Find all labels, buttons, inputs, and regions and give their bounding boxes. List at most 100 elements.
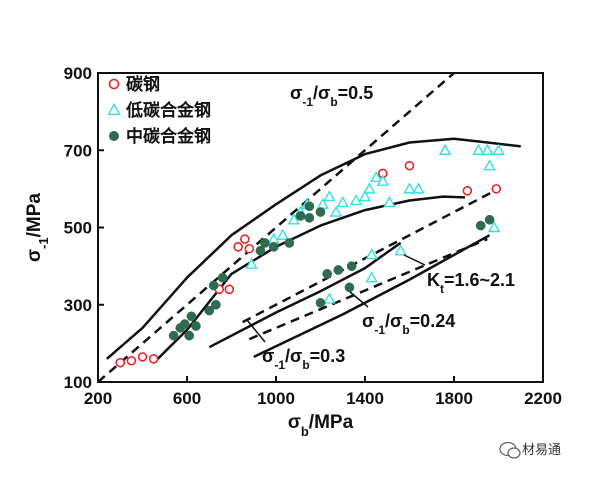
medium-carbon-alloy-steel-point [186,311,197,322]
medium-carbon-alloy-steel-point [315,207,326,217]
low-carbon-alloy-steel-point [329,205,343,217]
data-points [115,143,505,368]
medium-carbon-alloy-steel-point [255,245,266,256]
low-carbon-alloy-steel-point [412,182,425,194]
ratio-label-part: -1 [302,95,313,109]
medium-carbon-alloy-steel-point [344,282,355,293]
ratio-label-part: b [302,358,309,372]
low-carbon-alloy-steel-point [336,195,349,208]
y-axis-title-part: σ [24,249,45,262]
ratio-0.3-line [242,187,500,324]
envelope-line-4 [253,234,491,359]
low-carbon-alloy-steel-point [383,195,396,208]
carbon-steel-point [224,284,235,295]
wechat-icon [499,441,521,459]
envelope-line-2 [154,195,466,362]
ratio-label-part: /σ [385,311,402,331]
kt-label-part: =1.6~2.1 [444,270,515,290]
medium-carbon-alloy-steel-point [484,214,495,225]
low-carbon-alloy-steel-point [487,221,501,233]
ratio-0.3-leader [246,319,266,343]
x-tick-label: 200 [84,389,112,408]
x-tick-label: 1400 [346,389,384,408]
x-axis-title-part: σ [288,412,301,433]
carbon-steel-point [491,184,502,194]
carbon-steel-point [148,354,159,364]
low-carbon-alloy-steel-point [403,182,416,194]
low-carbon-alloy-steel-point [287,213,300,225]
medium-carbon-alloy-steel-point [217,272,228,283]
envelope-line-3 [208,241,402,349]
y-axis-title-part: -1 [36,237,51,249]
y-tick-label: 700 [64,141,92,160]
annotations: σ-1/σb=0.5σ-1/σb=0.3σ-1/σb=0.24Kt=1.6~2.… [246,83,515,372]
watermark: 材易通 [499,441,561,459]
ratio-label-part: σ [362,311,374,331]
low-carbon-alloy-steel-point [376,174,389,186]
ratio-label-part: σ [290,83,302,103]
legend-low-carbon-alloy-steel-marker [107,103,121,116]
low-carbon-alloy-steel-point [492,143,505,155]
medium-carbon-alloy-steel-point [184,330,195,341]
low-carbon-alloy-steel-point [245,257,258,269]
ratio-label-part: -1 [374,323,385,337]
x-tick-label: 1800 [435,389,473,408]
x-axis-title-part: /MPa [309,412,354,433]
x-axis-title-part: b [301,424,309,439]
medium-carbon-alloy-steel-point [284,238,295,248]
ratio-label: σ-1/σb=0.24 [362,311,455,337]
legend-medium-carbon-alloy-steel-marker [109,131,119,141]
ratio-0.24-leader [349,291,369,308]
medium-carbon-alloy-steel-point [304,201,315,212]
ratio-label-part: b [402,323,409,337]
medium-carbon-alloy-steel-point [475,220,486,231]
carbon-steel-point [233,242,243,252]
low-carbon-alloy-steel-point [483,159,496,171]
low-carbon-alloy-steel-point [365,248,378,260]
ratio-0.24-line [248,237,488,341]
medium-carbon-alloy-steel-point [304,212,315,223]
low-carbon-alloy-steel-point [365,271,378,283]
low-carbon-alloy-steel-point [349,194,363,206]
carbon-steel-point [126,355,137,366]
ratio-label: σ-1/σb=0.3 [262,346,345,372]
y-axis-title-part: /MPa [24,193,45,238]
carbon-steel-point [240,234,250,244]
ratio-label-part: =0.5 [338,83,374,103]
low-carbon-alloy-steel-point [394,244,407,256]
medium-carbon-alloy-steel-point [333,265,344,275]
y-axis-title: σ-1/MPa [24,193,51,262]
kt-label-part: t [440,282,444,296]
watermark-text: 材易通 [522,442,561,457]
wechat-icon-bubble-small [507,447,521,459]
y-tick-label: 300 [64,296,92,315]
low-carbon-alloy-steel-point [472,143,485,155]
low-carbon-alloy-steel-point [481,143,494,155]
low-carbon-alloy-steel-point [276,228,289,240]
low-carbon-alloy-steel-point [323,190,336,202]
ratio-label-part: =0.24 [410,311,456,331]
medium-carbon-alloy-steel-point [211,299,221,310]
medium-carbon-alloy-steel-point [191,321,201,331]
kt-label: Kt=1.6~2.1 [427,270,515,296]
y-tick-label: 100 [64,373,92,392]
low-carbon-alloy-steel-point [438,143,452,155]
chart-lines [98,73,521,382]
ratio-0.5-line [98,73,455,382]
kt-label-part: K [427,270,440,290]
medium-carbon-alloy-steel-point [322,269,333,279]
medium-carbon-alloy-steel-point [208,280,219,291]
ratio-label-part: /σ [285,346,302,366]
ratio-label-part: σ [262,346,274,366]
ratio-label-part: /σ [313,83,330,103]
legend-label: 低碳合金钢 [125,100,211,120]
legend-carbon-steel-marker [108,78,120,90]
x-tick-label: 600 [173,389,201,408]
axes: 200 600 1000 1400 1800 2200100300500700900σb/… [24,64,562,439]
low-carbon-alloy-steel-point [323,292,336,304]
low-carbon-alloy-steel-point [369,170,383,182]
ratio-label: σ-1/σb=0.5 [290,83,373,109]
medium-carbon-alloy-steel-point [260,238,270,248]
medium-carbon-alloy-steel-point [179,319,190,329]
